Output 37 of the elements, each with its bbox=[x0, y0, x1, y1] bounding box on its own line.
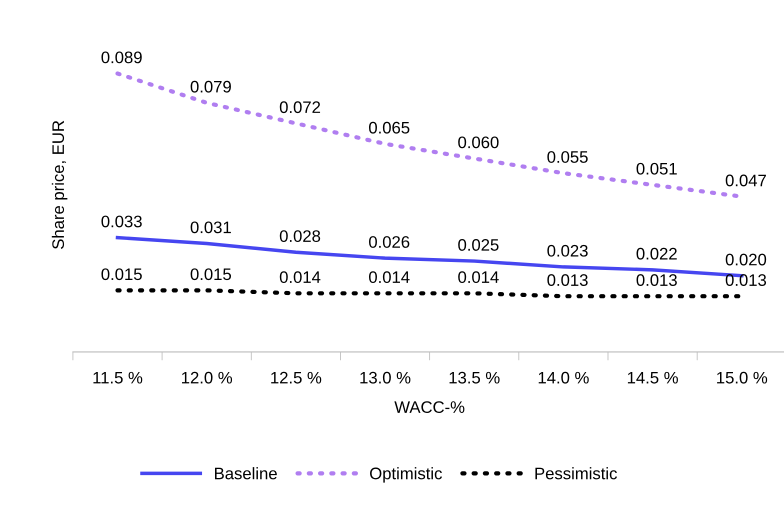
x-tick-label: 12.0 % bbox=[182, 372, 232, 384]
data-label: 0.013 bbox=[547, 274, 588, 286]
x-tick-label: 11.5 % bbox=[93, 372, 142, 384]
data-label: 0.014 bbox=[458, 271, 499, 284]
data-label: 0.020 bbox=[726, 254, 766, 266]
data-label: 0.031 bbox=[190, 221, 231, 234]
x-tick-label: 12.5 % bbox=[271, 372, 322, 384]
data-label: 0.023 bbox=[547, 244, 588, 257]
data-label: 0.022 bbox=[636, 248, 677, 260]
legend-label: Baseline bbox=[215, 467, 277, 480]
data-label: 0.060 bbox=[458, 136, 499, 148]
x-tick-label: 15.0 % bbox=[717, 372, 768, 384]
x-axis-title: WACC-% bbox=[394, 401, 464, 414]
legend-label: Pessimistic bbox=[535, 467, 617, 480]
data-label: 0.025 bbox=[458, 239, 499, 251]
y-axis-title: Share price, EUR bbox=[52, 120, 68, 249]
data-label: 0.089 bbox=[101, 51, 142, 64]
data-label: 0.055 bbox=[547, 151, 588, 163]
data-label: 0.028 bbox=[280, 230, 320, 242]
data-label: 0.047 bbox=[726, 174, 766, 186]
x-tick-label: 13.5 % bbox=[450, 372, 500, 384]
data-label: 0.033 bbox=[101, 216, 142, 228]
data-label: 0.015 bbox=[101, 268, 142, 280]
data-label: 0.014 bbox=[369, 271, 410, 284]
data-label: 0.013 bbox=[726, 274, 766, 286]
data-label: 0.079 bbox=[190, 80, 231, 93]
data-label: 0.015 bbox=[190, 268, 232, 280]
x-tick-label: 14.0 % bbox=[538, 372, 589, 384]
legend-label: Optimistic bbox=[370, 467, 442, 483]
data-label: 0.051 bbox=[636, 162, 677, 175]
x-tick-label: 14.5 % bbox=[628, 372, 678, 384]
data-label: 0.026 bbox=[369, 236, 410, 248]
x-tick-label: 13.0 % bbox=[360, 372, 410, 384]
data-label: 0.013 bbox=[636, 274, 677, 286]
data-label: 0.014 bbox=[280, 271, 320, 284]
data-label: 0.072 bbox=[280, 101, 320, 114]
data-label: 0.065 bbox=[369, 122, 410, 134]
